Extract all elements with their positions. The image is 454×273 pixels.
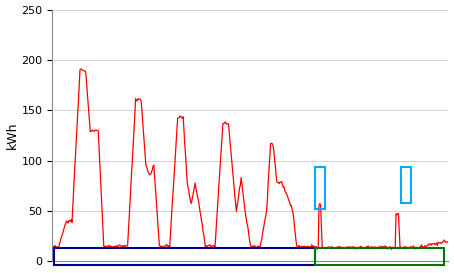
Y-axis label: kWh: kWh bbox=[5, 122, 19, 149]
